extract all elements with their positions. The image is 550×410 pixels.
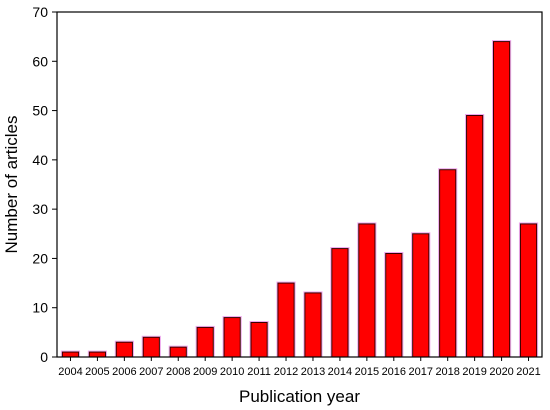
x-tick-label: 2015: [355, 366, 379, 378]
x-tick-label: 2011: [247, 366, 271, 378]
bar-2013: [304, 292, 322, 358]
x-tick-label: 2016: [382, 366, 406, 378]
bar-2011: [250, 322, 268, 358]
x-tick-label: 2018: [435, 366, 459, 378]
y-axis-ticks: 0 10 20 30 40 50 60 70: [32, 4, 57, 365]
y-tick-label: 70: [32, 4, 48, 20]
x-tick-label: 2013: [301, 366, 325, 378]
y-tick-label: 50: [32, 103, 48, 119]
x-tick-label: 2020: [489, 366, 513, 378]
bar-2008: [169, 346, 187, 358]
bar-2017: [412, 233, 430, 358]
bar-2015: [358, 223, 376, 358]
bar-2010: [223, 317, 241, 358]
y-tick-label: 10: [32, 300, 48, 316]
bar-2006: [115, 341, 133, 358]
x-tick-label: 2019: [462, 366, 486, 378]
x-tick-label: 2012: [274, 366, 298, 378]
y-tick-label: 30: [32, 201, 48, 217]
x-tick-label: 2009: [193, 366, 217, 378]
x-tick-label: 2006: [112, 366, 136, 378]
x-axis-title: Publication year: [239, 387, 360, 406]
x-tick-label: 2005: [85, 366, 109, 378]
x-tick-label: 2010: [220, 366, 244, 378]
x-tick-label: 2014: [328, 366, 352, 378]
x-axis-ticks: 2004 2005 2006 2007 2008 2009 2010 2011 2012 2013…: [58, 357, 541, 378]
bar-2020: [493, 41, 511, 358]
bar-2014: [331, 248, 349, 358]
bar-2016: [385, 253, 403, 358]
bar-2012: [277, 282, 295, 358]
bar-2004: [61, 351, 80, 358]
y-tick-label: 40: [32, 152, 48, 168]
x-tick-label: 2017: [409, 366, 433, 378]
x-tick-label: 2021: [516, 366, 540, 378]
y-tick-label: 60: [32, 53, 48, 69]
y-tick-label: 20: [32, 250, 48, 266]
bar-2021: [519, 223, 538, 358]
bar-2019: [466, 115, 484, 358]
bar-2018: [439, 169, 457, 358]
bars-group: [60, 40, 539, 358]
x-tick-label: 2007: [139, 366, 163, 378]
bar-2007: [142, 336, 160, 358]
y-tick-label: 0: [40, 349, 48, 365]
x-tick-label: 2004: [58, 366, 82, 378]
plot-frame: [56, 11, 543, 358]
bar-2009: [196, 326, 214, 358]
y-axis-title: Number of articles: [2, 116, 21, 254]
bar-2005: [88, 351, 107, 358]
x-tick-label: 2008: [166, 366, 190, 378]
